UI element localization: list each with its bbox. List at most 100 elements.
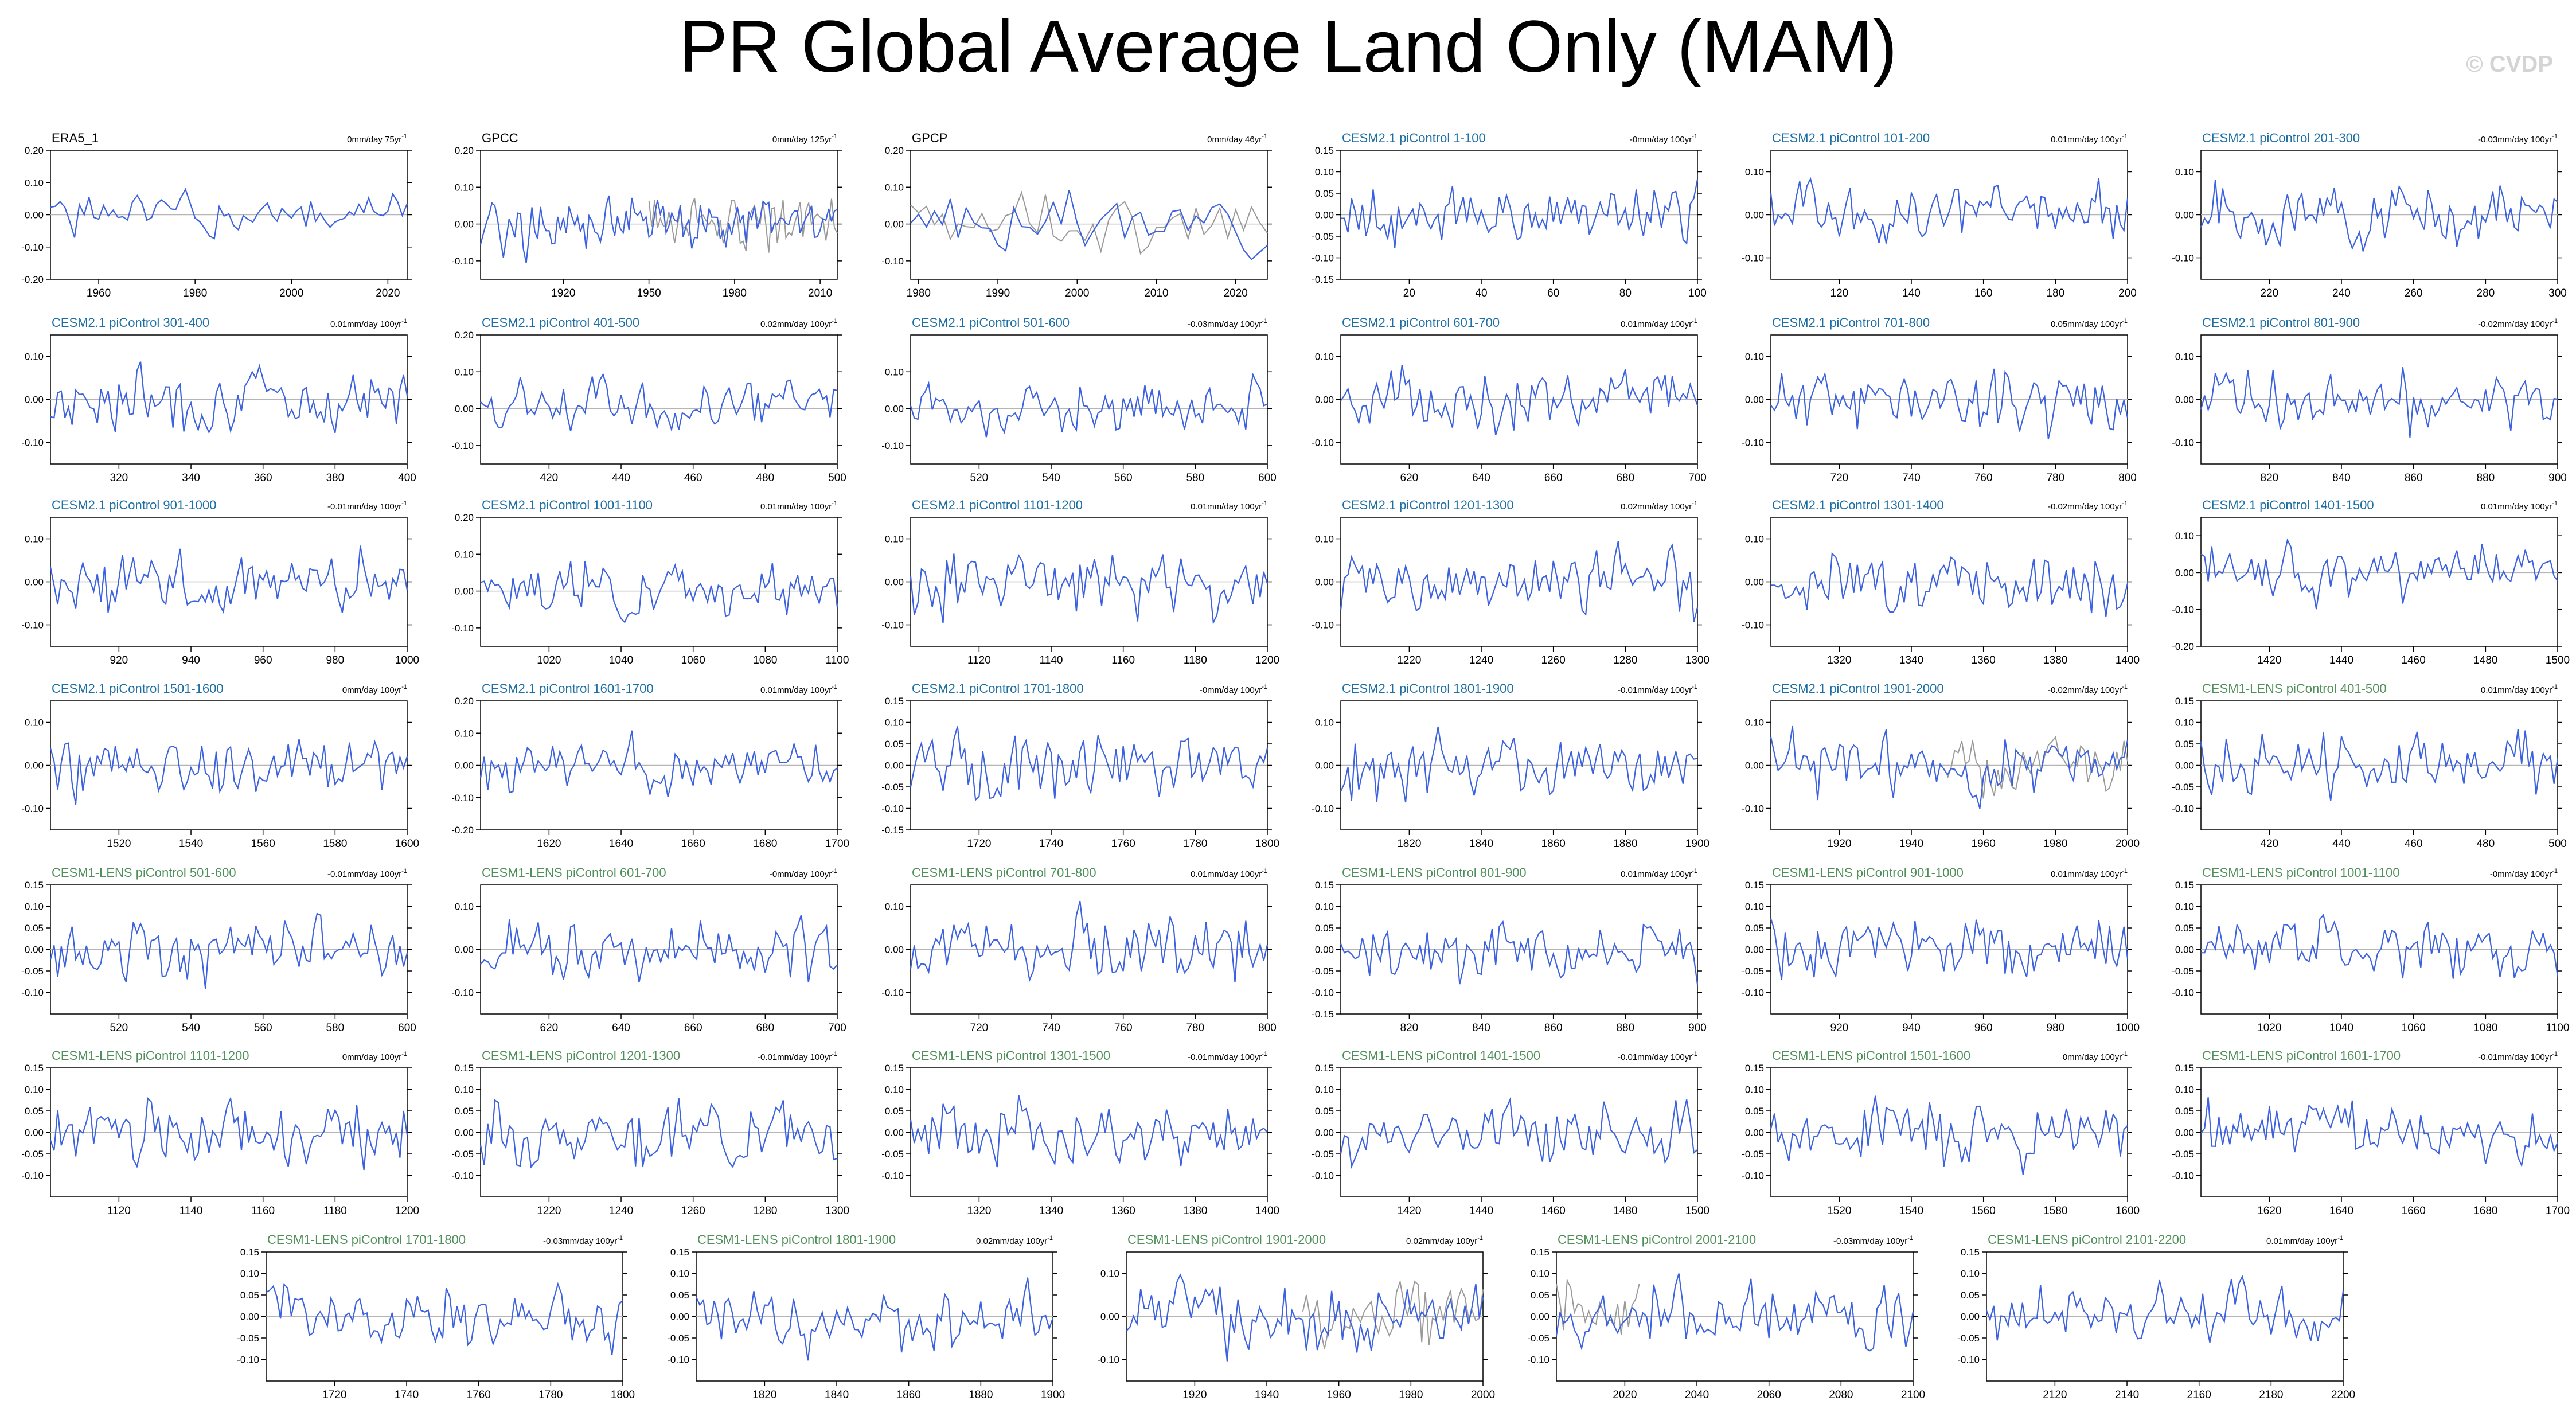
y-tick-label: 0.10 xyxy=(885,534,904,545)
y-tick-label: -0.10 xyxy=(881,440,904,451)
y-tick-label: 0.05 xyxy=(25,1106,44,1117)
y-tick-label: 0.00 xyxy=(455,1128,474,1138)
x-tick-label: 2010 xyxy=(808,287,832,299)
y-tick-label: 0.05 xyxy=(885,1106,904,1117)
chart-panel: CESM1-LENS piControl 1701-1800 -0.03mm/da… xyxy=(237,1232,635,1401)
y-tick-label: 0.10 xyxy=(1745,534,1764,545)
chart-panel: CESM1-LENS piControl 801-900 0.01mm/day 1… xyxy=(1312,865,1707,1034)
x-tick-label: 1080 xyxy=(753,654,777,666)
x-tick-label: 1380 xyxy=(1183,1205,1207,1217)
panel-title: CESM1-LENS piControl 1101-1200 xyxy=(52,1048,249,1063)
x-tick-label: 680 xyxy=(756,1022,774,1034)
x-tick-label: 2140 xyxy=(2115,1389,2139,1401)
series-line xyxy=(910,1095,1268,1168)
x-tick-label: 1100 xyxy=(826,654,849,666)
obs-series-line xyxy=(1946,735,2128,799)
y-tick-label: -0.10 xyxy=(21,803,44,814)
x-tick-label: 840 xyxy=(2332,472,2351,484)
y-tick-label: 0.15 xyxy=(1315,1063,1334,1074)
x-tick-label: 1440 xyxy=(2329,654,2353,666)
y-tick-label: 0.15 xyxy=(455,1063,474,1074)
x-tick-label: 940 xyxy=(1902,1022,1921,1034)
x-tick-label: 740 xyxy=(1902,472,1921,484)
series-line xyxy=(1770,368,2129,439)
x-tick-label: 200 xyxy=(2118,287,2137,299)
y-tick-label: 0.00 xyxy=(455,219,474,230)
x-tick-label: 620 xyxy=(1400,472,1419,484)
panel-title: CESM2.1 piControl 1301-1400 xyxy=(1772,498,1944,512)
x-tick-label: 320 xyxy=(110,472,128,484)
y-tick-label: -0.10 xyxy=(881,988,904,998)
y-tick-label: -0.10 xyxy=(451,793,474,803)
y-tick-label: 0.20 xyxy=(25,145,44,156)
y-tick-label: 0.10 xyxy=(1315,1084,1334,1095)
y-tick-label: 0.05 xyxy=(670,1290,689,1301)
y-tick-label: -0.05 xyxy=(1312,966,1334,977)
x-tick-label: 1620 xyxy=(2257,1205,2281,1217)
x-tick-label: 2020 xyxy=(376,287,400,299)
chart-panel: GPCP 0mm/day 46yr-1 0.20 0.10 0.00 -0.10 1980 1… xyxy=(881,131,1272,299)
series-line xyxy=(480,561,838,623)
x-tick-label: 600 xyxy=(398,1022,416,1034)
x-tick-label: 420 xyxy=(540,472,559,484)
panel-title: CESM1-LENS piControl 1601-1700 xyxy=(2202,1048,2401,1063)
y-tick-label: 0.10 xyxy=(455,902,474,912)
x-tick-label: 480 xyxy=(756,472,774,484)
y-tick-label: 0.00 xyxy=(2175,945,2194,955)
x-tick-label: 560 xyxy=(254,1022,272,1034)
x-tick-label: 2040 xyxy=(1685,1389,1709,1401)
series-line xyxy=(910,726,1269,802)
y-tick-label: 0.10 xyxy=(1745,717,1764,728)
x-tick-label: 1380 xyxy=(2043,654,2067,666)
y-tick-label: 0.00 xyxy=(2175,210,2194,221)
chart-panel: CESM2.1 piControl 901-1000 -0.01mm/day 10… xyxy=(21,498,419,666)
y-tick-label: 0.00 xyxy=(2175,567,2194,578)
series-line xyxy=(1126,1273,1484,1362)
panel-title: CESM1-LENS piControl 701-800 xyxy=(912,865,1096,880)
x-tick-label: 1220 xyxy=(537,1205,561,1217)
x-tick-label: 1720 xyxy=(322,1389,346,1401)
series-line xyxy=(1770,1095,2128,1175)
panel-title: CESM2.1 piControl 901-1000 xyxy=(52,498,216,512)
y-tick-label: 0.10 xyxy=(1315,717,1334,728)
y-tick-label: -0.10 xyxy=(1312,1171,1334,1181)
panel-trend: 0.02mm/day 100yr-1 xyxy=(1621,500,1697,512)
panel-trend: -0.01mm/day 100yr-1 xyxy=(1188,1051,1267,1062)
y-tick-label: -0.10 xyxy=(881,803,904,814)
y-tick-label: 0.00 xyxy=(1315,577,1334,588)
panel-trend: 0mm/day 100yr-1 xyxy=(2063,1051,2128,1062)
panel-title: CESM2.1 piControl 101-200 xyxy=(1772,131,1930,145)
panel-trend: -0mm/day 100yr-1 xyxy=(770,868,837,879)
x-tick-label: 1760 xyxy=(1111,838,1135,850)
y-tick-label: 0.00 xyxy=(1315,760,1334,771)
x-tick-label: 1880 xyxy=(1613,838,1637,850)
panel-trend: -0.02mm/day 100yr-1 xyxy=(2048,684,2128,695)
y-tick-label: -0.10 xyxy=(237,1355,259,1366)
x-tick-label: 1980 xyxy=(2043,838,2067,850)
x-tick-label: 2020 xyxy=(1224,287,1248,299)
x-tick-label: 1600 xyxy=(2116,1205,2140,1217)
panel-title: CESM2.1 piControl 701-800 xyxy=(1772,315,1930,330)
y-tick-label: -0.10 xyxy=(1742,438,1764,448)
x-tick-label: 40 xyxy=(1475,287,1487,299)
y-tick-label: 0.10 xyxy=(455,549,474,560)
x-tick-label: 1640 xyxy=(2329,1205,2353,1217)
y-tick-label: -0.05 xyxy=(1527,1333,1549,1344)
x-tick-label: 1000 xyxy=(395,654,419,666)
series-line xyxy=(2200,538,2558,610)
y-tick-label: 0.10 xyxy=(1745,1084,1764,1095)
y-tick-label: -0.10 xyxy=(2172,438,2194,448)
x-tick-label: 760 xyxy=(1114,1022,1133,1034)
y-tick-label: 0.00 xyxy=(885,404,904,415)
y-tick-label: 0.10 xyxy=(2175,530,2194,541)
panel-title: GPCC xyxy=(482,131,518,145)
panel-trend: -0.01mm/day 100yr-1 xyxy=(1618,684,1697,695)
x-tick-label: 1020 xyxy=(537,654,561,666)
y-tick-label: -0.20 xyxy=(2172,641,2194,652)
x-tick-label: 1100 xyxy=(2546,1022,2570,1034)
chart-panel: ERA5_1 0mm/day 75yr-1 0.20 0.10 0.00 -0.10 -0.… xyxy=(21,131,412,299)
series-line xyxy=(1340,541,1699,622)
series-line xyxy=(50,188,408,240)
y-tick-label: 0.10 xyxy=(455,366,474,377)
panel-trend: 0.01mm/day 100yr-1 xyxy=(2266,1235,2343,1246)
